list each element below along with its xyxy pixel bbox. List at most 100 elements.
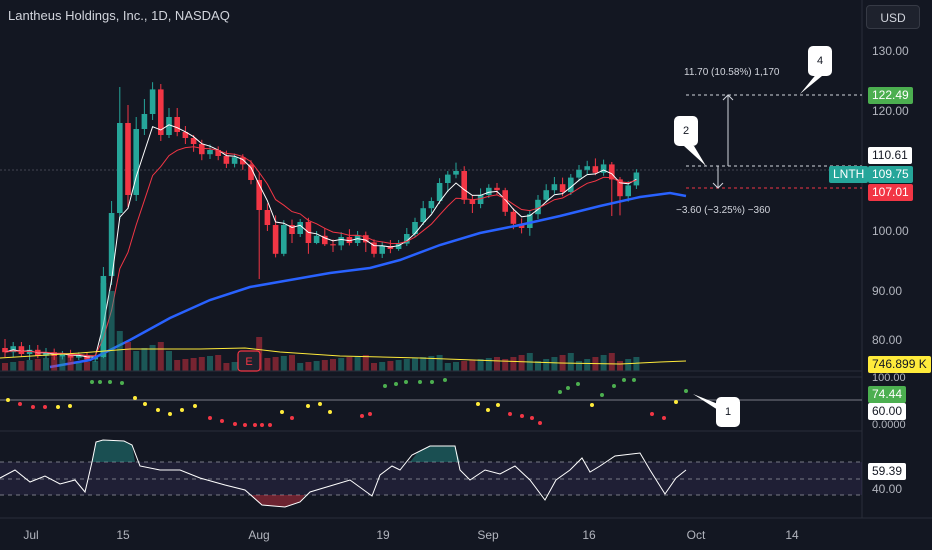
indicator1-dot xyxy=(576,382,580,386)
volume-bar xyxy=(617,361,623,371)
candle-body xyxy=(592,166,599,173)
volume-bar xyxy=(403,359,410,371)
indicator1-dot xyxy=(684,389,688,393)
candle-body xyxy=(108,213,115,276)
volume-bar xyxy=(100,283,107,371)
indicator1-dot xyxy=(650,412,654,416)
candle-body xyxy=(158,89,164,135)
price-axis-tick: 120.00 xyxy=(872,104,909,118)
volume-bar xyxy=(436,355,443,371)
indicator1-dot xyxy=(168,412,172,416)
candle-body xyxy=(2,348,8,353)
candle-body xyxy=(174,117,180,132)
volume-bar xyxy=(518,355,525,371)
candle-body xyxy=(584,166,590,170)
candlestick-series[interactable] xyxy=(2,82,640,362)
callout-2[interactable]: 2 xyxy=(674,116,698,146)
volume-bar xyxy=(633,357,640,371)
candle-body xyxy=(404,234,410,244)
candle-body xyxy=(166,117,172,135)
indicator1-dot xyxy=(496,403,500,407)
ema-fast-line[interactable] xyxy=(4,124,637,358)
last-price-tag: 109.75 xyxy=(868,166,913,183)
candle-body xyxy=(633,172,640,186)
indicator1-tick: 100.00 xyxy=(872,372,906,384)
indicator1-dot xyxy=(133,396,137,400)
indicator2-line[interactable] xyxy=(0,439,687,508)
candle-body xyxy=(100,276,107,357)
indicator1-dot xyxy=(662,416,666,420)
volume-bar xyxy=(444,363,451,371)
indicator1-dot xyxy=(243,423,247,427)
time-axis-label: Sep xyxy=(477,528,499,542)
volume-bar xyxy=(584,359,591,371)
indicator1-dot xyxy=(632,378,636,382)
candle-body xyxy=(551,184,558,191)
candle-body xyxy=(207,150,213,155)
candle-body xyxy=(59,353,66,357)
volume-bar xyxy=(289,355,295,371)
volume-bar xyxy=(600,355,607,371)
ema-slow-line[interactable] xyxy=(4,146,637,357)
candle-body xyxy=(535,199,541,215)
candle-body xyxy=(576,169,582,178)
price-axis-tick: 130.00 xyxy=(872,44,909,58)
candle-body xyxy=(428,201,435,209)
indicator1-dot xyxy=(558,390,562,394)
sma-long-line[interactable] xyxy=(49,191,687,369)
candle-body xyxy=(26,349,33,354)
lower-price-tag: 107.01 xyxy=(868,184,913,201)
volume-bar xyxy=(92,361,99,371)
candle-body xyxy=(264,210,271,225)
indicator1-dot xyxy=(31,405,35,409)
measure-tool-up[interactable] xyxy=(686,94,862,167)
indicator2-value-tag: 59.39 xyxy=(868,463,907,480)
candle-body xyxy=(420,208,426,222)
indicator1-dot xyxy=(306,404,310,408)
volume-bar xyxy=(502,359,509,371)
candle-body xyxy=(199,144,205,155)
volume-bar xyxy=(387,361,394,371)
candle-body xyxy=(117,123,123,213)
candle-body xyxy=(543,190,549,200)
callout-1[interactable]: 1 xyxy=(716,397,740,427)
volume-bar xyxy=(272,357,279,371)
svg-text:E: E xyxy=(245,356,252,368)
candle-body xyxy=(190,138,197,144)
volume-bar xyxy=(371,363,377,371)
measure-tool-down[interactable] xyxy=(686,166,862,189)
indicator1-dot xyxy=(220,419,224,423)
volume-bar xyxy=(75,363,82,371)
earnings-marker-icon[interactable]: E xyxy=(237,350,261,372)
callout-1-pointer xyxy=(693,394,718,410)
indicator1-dots[interactable] xyxy=(6,378,688,427)
indicator1-dot xyxy=(233,422,237,426)
time-axis-label: Aug xyxy=(248,528,270,542)
candle-body xyxy=(494,187,500,191)
candle-body xyxy=(256,180,262,210)
volume-bar xyxy=(43,358,49,371)
indicator1-dot xyxy=(383,384,387,388)
volume-bar xyxy=(354,356,361,371)
candle-body xyxy=(445,174,451,183)
candle-body xyxy=(272,225,279,254)
indicator1-dot xyxy=(368,412,372,416)
candle-body xyxy=(412,222,418,234)
candle-body xyxy=(313,235,320,243)
indicator1-dot xyxy=(290,416,294,420)
indicator1-dot xyxy=(253,423,257,427)
volume-bar xyxy=(264,358,271,371)
indicator1-tick: 0.0000 xyxy=(872,419,906,431)
time-axis-label: Jul xyxy=(23,528,39,542)
currency-selector[interactable]: USD xyxy=(866,5,920,29)
indicator1-dot xyxy=(260,423,264,427)
volume-bar xyxy=(207,356,213,371)
indicator1-dot xyxy=(443,378,447,382)
volume-label: 746.899 K xyxy=(868,356,931,373)
chart-title: Lantheus Holdings, Inc., 1D, NASDAQ xyxy=(8,8,230,23)
callout-4[interactable]: 4 xyxy=(808,46,832,76)
indicator1-dot xyxy=(280,410,284,414)
volume-bar xyxy=(330,359,336,371)
candle-body xyxy=(149,89,156,114)
